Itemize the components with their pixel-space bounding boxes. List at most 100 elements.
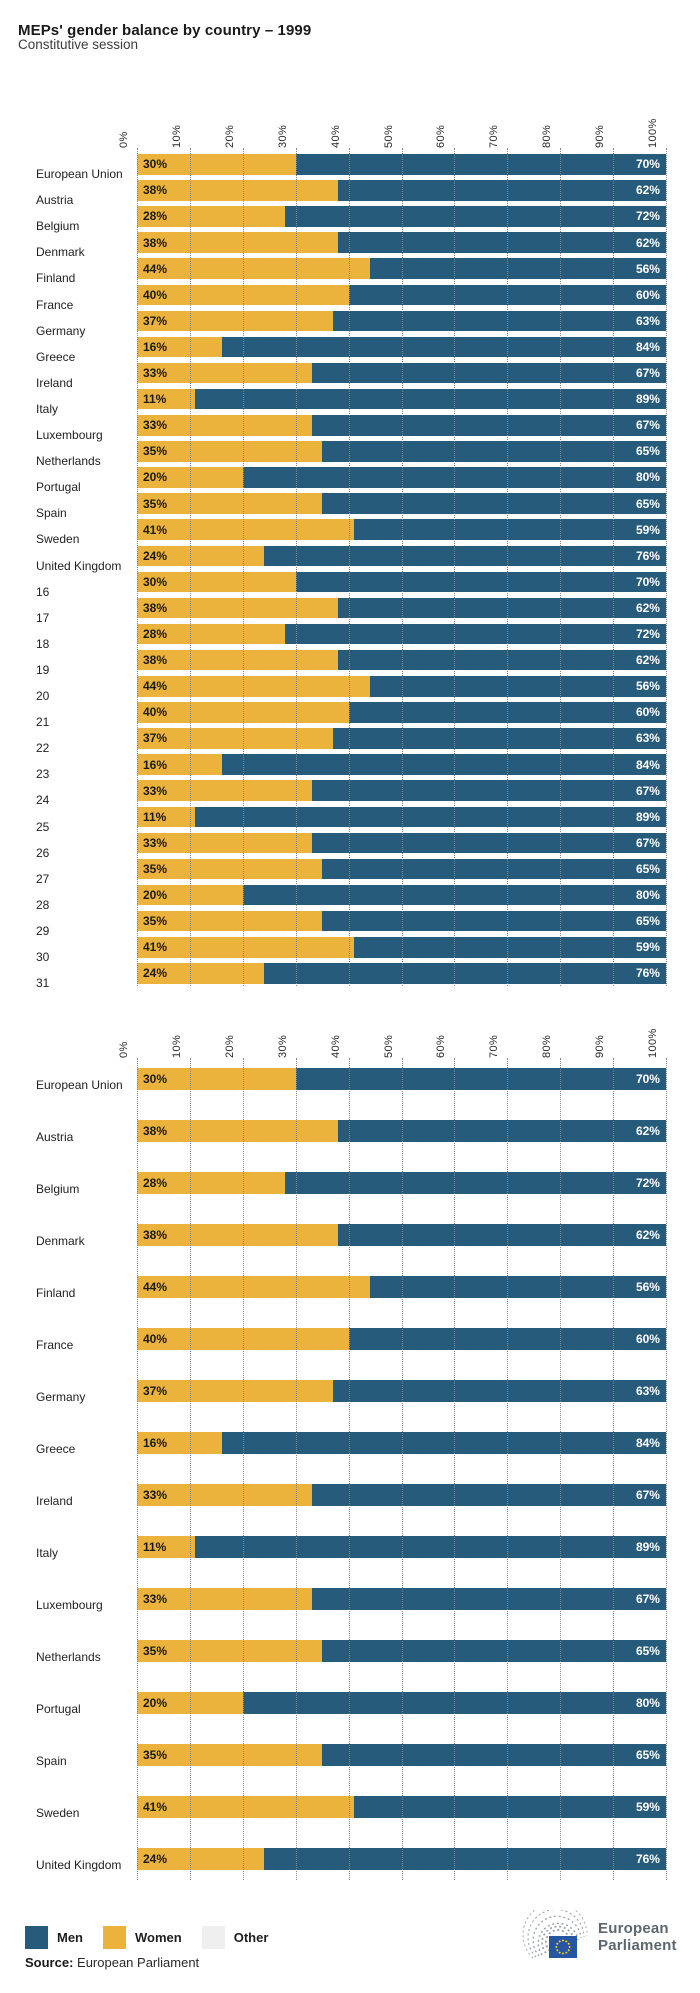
men-value-label: 67% [635, 1592, 660, 1606]
women-segment: 28% [137, 623, 286, 645]
women-segment: 44% [137, 1276, 370, 1298]
category-label: Austria [36, 1130, 74, 1144]
category-label: United Kingdom [36, 1858, 122, 1872]
bar-row: 38% 62% [137, 180, 666, 201]
men-value-label: 67% [635, 783, 660, 798]
bar-row: 30% 70% [137, 1068, 666, 1090]
men-value-label: 62% [635, 235, 660, 250]
category-label: Germany [36, 323, 86, 338]
category-label: Finland [36, 1286, 76, 1300]
women-segment: 38% [137, 597, 339, 619]
men-value-label: 62% [635, 653, 660, 668]
x-axis-tick: 30% [276, 124, 289, 148]
women-value-label: 33% [143, 418, 168, 433]
x-axis: 0% 10% 20% 30% 40% 50% 60% 70% 80% 90% 100% [118, 90, 666, 148]
gridline [560, 148, 562, 986]
men-value-label: 59% [635, 1800, 660, 1814]
ep-logo-text: European Parliament [598, 1920, 677, 1954]
women-segment: 11% [137, 1536, 196, 1558]
men-segment: 72% [285, 623, 666, 645]
women-segment: 30% [137, 154, 296, 175]
category-label: Spain [36, 1754, 67, 1768]
women-value-label: 37% [143, 313, 168, 328]
women-value-label: 28% [143, 627, 168, 642]
women-segment: 16% [137, 1432, 222, 1454]
men-value-label: 89% [635, 392, 660, 407]
men-value-label: 70% [635, 1072, 660, 1086]
men-segment: 63% [332, 310, 666, 332]
gridline [295, 1058, 297, 1880]
women-segment: 35% [137, 858, 323, 880]
category-label: Belgium [36, 219, 80, 234]
gridline [295, 148, 297, 986]
chart-countries: 0% 10% 20% 30% 40% 50% 60% 70% 80% 90% 100% Europea… [0, 1000, 700, 1880]
men-segment: 65% [322, 910, 666, 932]
category-label: European Union [36, 167, 123, 181]
women-value-label: 20% [143, 470, 168, 485]
women-value-label: 40% [143, 287, 168, 302]
bar-row: 28% 72% [137, 206, 666, 227]
legend-item-women: Women [103, 1926, 182, 1949]
category-label: Denmark [36, 245, 85, 260]
bar-row: 44% 56% [137, 1276, 666, 1298]
men-segment: 84% [221, 1432, 666, 1454]
men-segment: 65% [322, 441, 666, 462]
men-value-label: 72% [635, 627, 660, 642]
ep-logo: European Parliament [518, 1910, 677, 1966]
men-value-label: 72% [635, 209, 660, 224]
men-segment: 65% [322, 1640, 666, 1662]
bar-row: 44% 56% [137, 676, 666, 697]
women-segment: 41% [137, 1796, 354, 1818]
x-axis-tick: 0% [118, 131, 130, 148]
bar-row: 38% 62% [137, 232, 666, 253]
women-value-label: 33% [143, 1488, 168, 1502]
bar-row: 41% 59% [137, 937, 666, 958]
men-segment: 56% [369, 676, 666, 697]
men-value-label: 76% [635, 548, 660, 563]
women-segment: 33% [137, 780, 312, 801]
men-segment: 89% [195, 806, 666, 827]
category-label: European Union [36, 1078, 123, 1092]
women-value-label: 28% [143, 209, 168, 224]
women-segment: 35% [137, 1744, 323, 1766]
gridline [348, 1058, 350, 1880]
x-axis-tick: 60% [435, 124, 448, 148]
x-axis-tick: 90% [594, 124, 607, 148]
men-value-label: 70% [635, 574, 660, 589]
category-label: Austria [36, 193, 74, 208]
men-segment: 60% [348, 1328, 666, 1350]
bar-row: 33% 67% [137, 1484, 666, 1506]
men-segment: 72% [285, 206, 666, 227]
women-value-label: 30% [143, 1072, 168, 1086]
men-segment: 65% [322, 493, 666, 514]
men-segment: 84% [221, 336, 666, 358]
women-value-label: 33% [143, 1592, 168, 1606]
men-segment: 76% [263, 1848, 666, 1870]
bar-row: 33% 67% [137, 832, 666, 854]
women-value-label: 28% [143, 1176, 168, 1190]
category-label: Greece [36, 349, 76, 364]
men-segment: 70% [295, 1068, 666, 1090]
x-axis-tick: 100% [647, 1028, 659, 1058]
women-segment: 38% [137, 232, 339, 253]
legend-label: Women [135, 1930, 182, 1945]
women-value-label: 33% [143, 366, 168, 381]
bar-row: 16% 84% [137, 754, 666, 775]
women-segment: 28% [137, 206, 286, 227]
men-segment: 70% [295, 154, 666, 175]
gridline [560, 1058, 562, 1880]
category-label: Denmark [36, 1234, 85, 1248]
women-value-label: 20% [143, 888, 168, 903]
women-segment: 38% [137, 1224, 339, 1246]
category-label: Spain [36, 506, 67, 521]
women-value-label: 35% [143, 496, 168, 511]
x-axis-tick: 10% [170, 124, 183, 148]
women-value-label: 30% [143, 574, 168, 589]
men-segment: 76% [263, 545, 666, 566]
legend-item-other: Other [201, 1926, 268, 1949]
category-label: Portugal [36, 1702, 81, 1716]
men-value-label: 80% [635, 470, 660, 485]
page-subtitle: Constitutive session [18, 37, 139, 52]
page-title: MEPs' gender balance by country – 1999 [18, 22, 312, 40]
women-value-label: 35% [143, 914, 168, 929]
